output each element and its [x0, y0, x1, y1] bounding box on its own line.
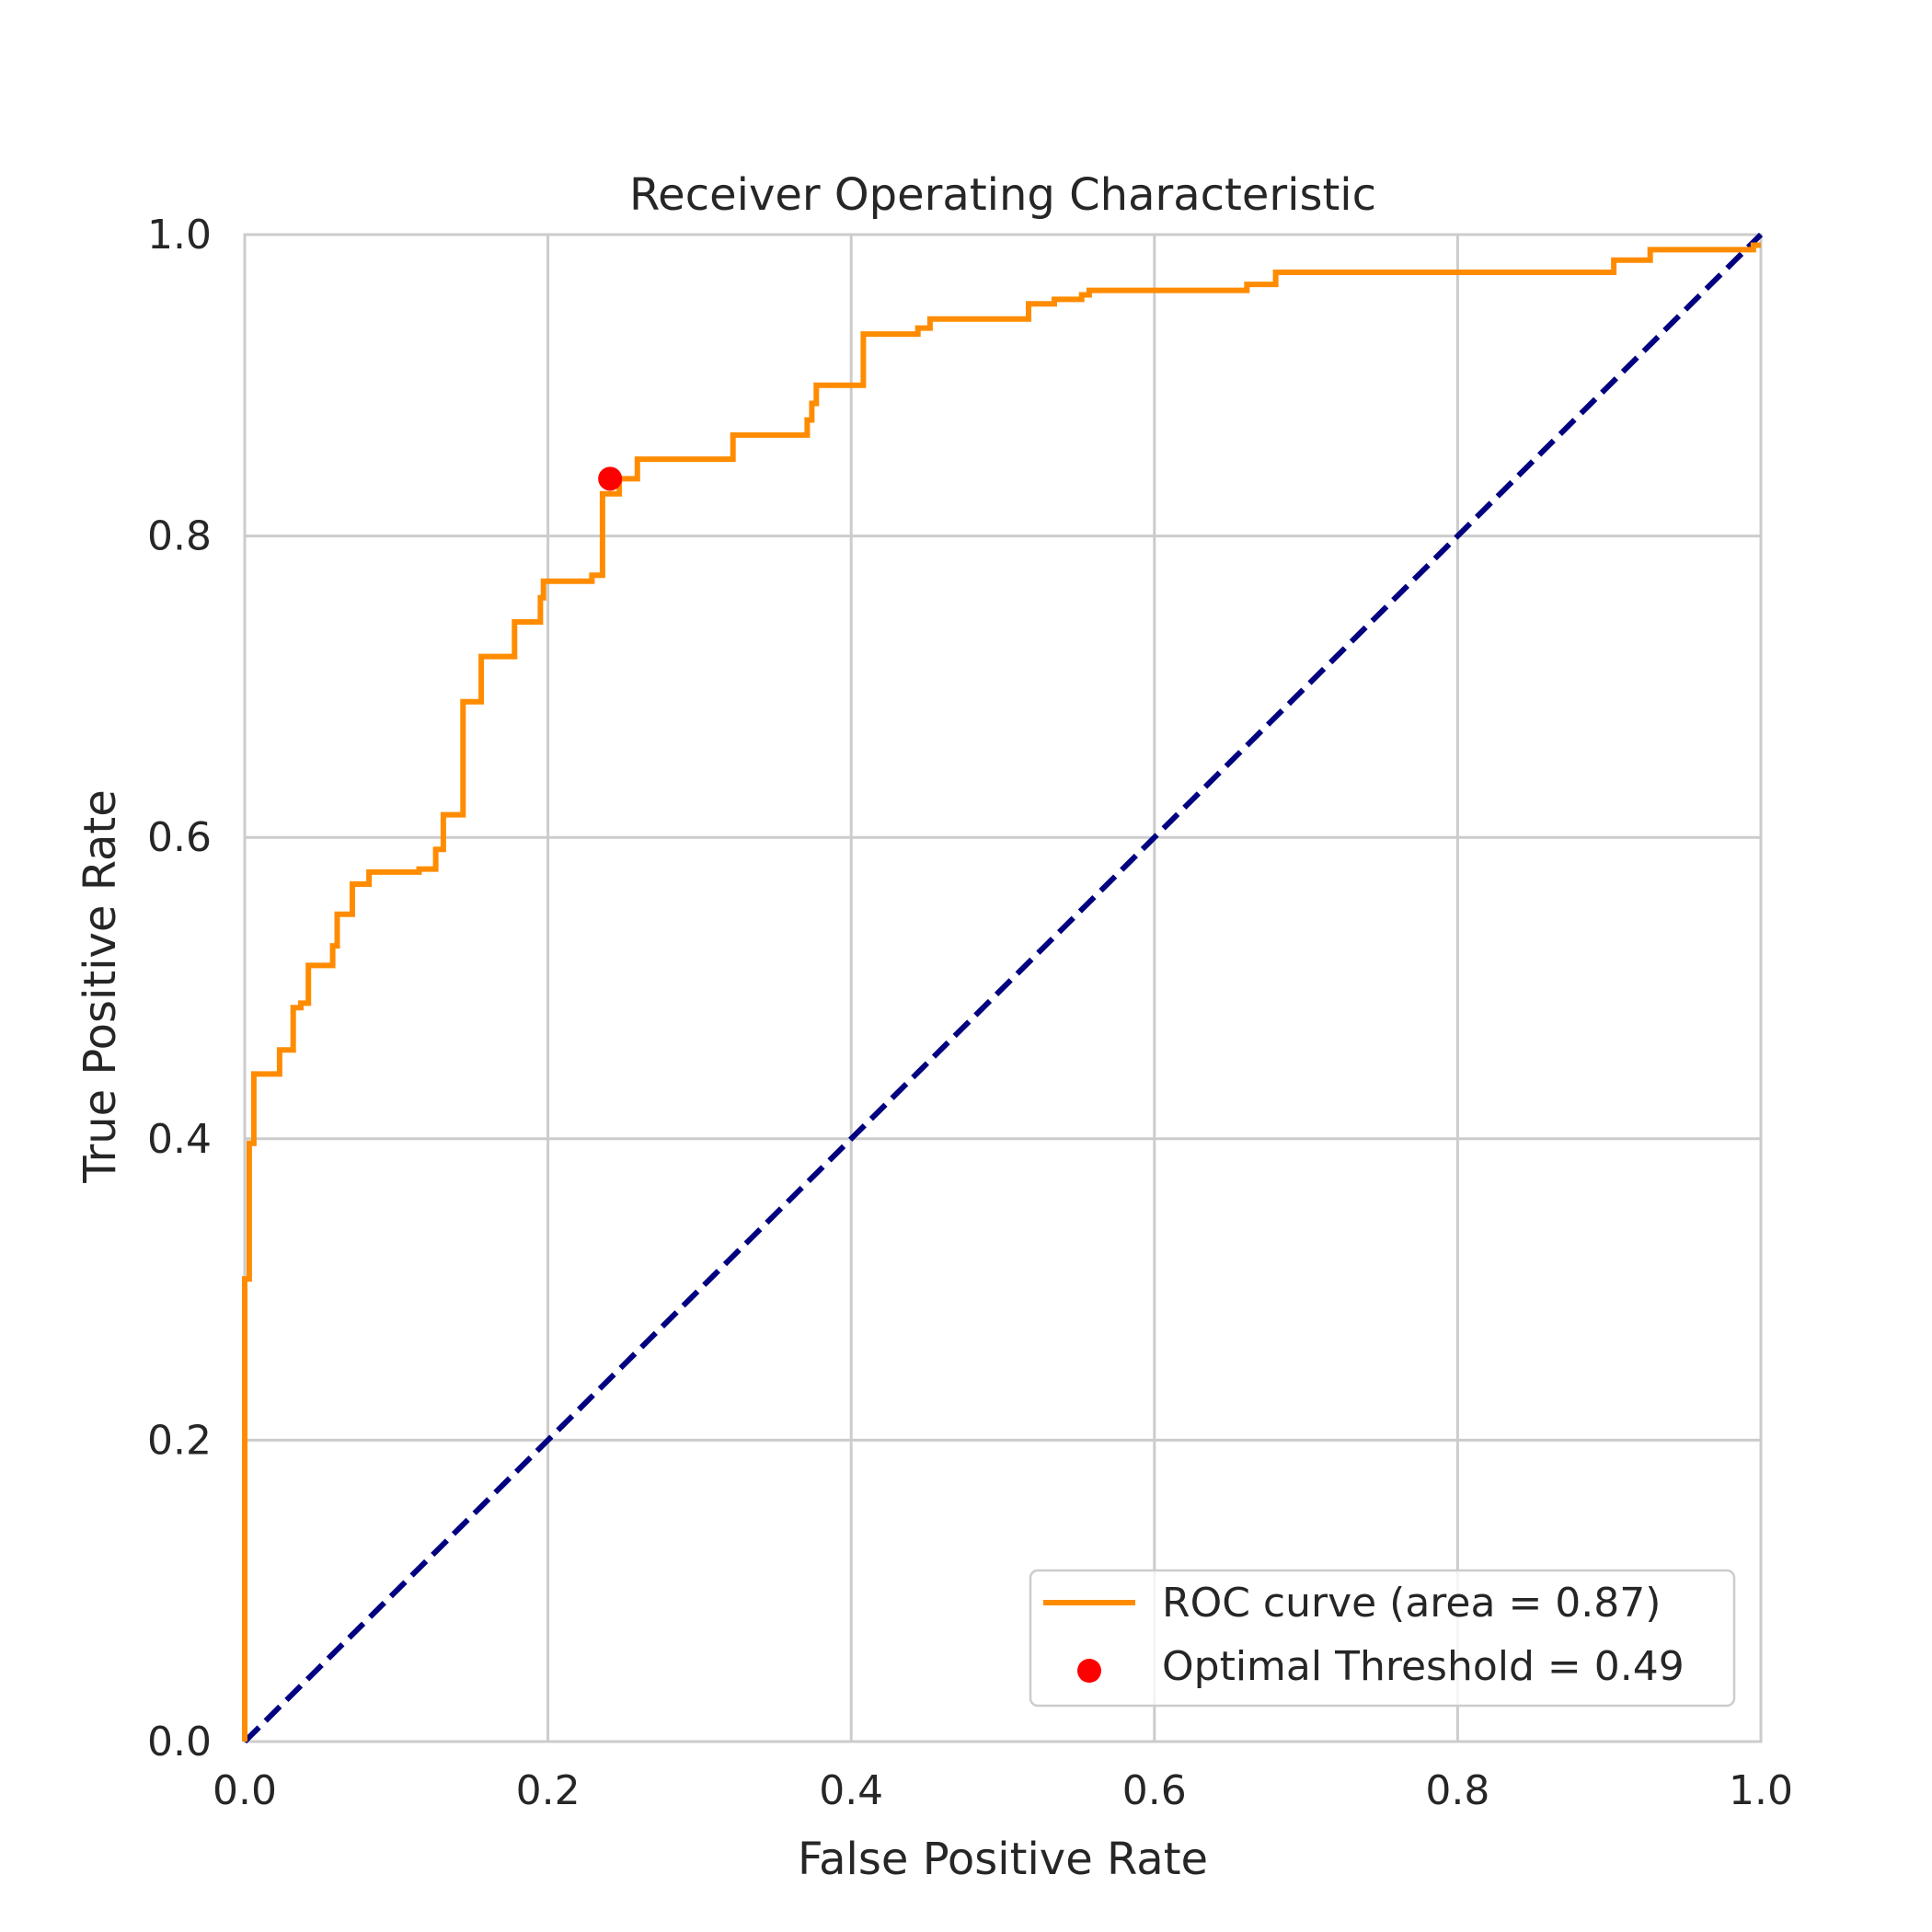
optimal-threshold-point — [598, 466, 623, 491]
y-tick-label: 0.2 — [147, 1417, 212, 1464]
legend: ROC curve (area = 0.87) Optimal Threshol… — [1029, 1569, 1736, 1708]
x-axis-label: False Positive Rate — [798, 1834, 1208, 1885]
legend-label-optimal: Optimal Threshold = 0.49 — [1162, 1643, 1685, 1690]
x-tick-label: 0.4 — [819, 1767, 883, 1814]
roc-curve-line — [242, 242, 1761, 1742]
y-tick-label: 0.4 — [147, 1116, 212, 1163]
x-tick-label: 0.0 — [213, 1767, 277, 1814]
series-layer — [242, 232, 1764, 1744]
x-tick-label: 0.2 — [516, 1767, 581, 1814]
y-tick-label: 0.6 — [147, 814, 212, 861]
y-tick-labels: 0.0 0.2 0.4 0.6 0.8 1.0 — [147, 212, 212, 1765]
x-tick-label: 0.8 — [1425, 1767, 1489, 1814]
x-tick-labels: 0.0 0.2 0.4 0.6 0.8 1.0 — [213, 1767, 1793, 1814]
y-tick-label: 0.8 — [147, 513, 212, 560]
y-tick-label: 1.0 — [147, 212, 212, 259]
grid-lines — [243, 233, 1763, 1743]
y-tick-label: 0.0 — [147, 1719, 212, 1765]
x-tick-label: 1.0 — [1729, 1767, 1793, 1814]
chance-diagonal-line — [242, 232, 1764, 1744]
y-axis-label: True Positive Rate — [75, 789, 126, 1184]
x-tick-label: 0.6 — [1122, 1767, 1187, 1814]
plot-frame — [243, 233, 1763, 1743]
legend-box — [1029, 1569, 1736, 1708]
chart-title: Receiver Operating Characteristic — [629, 169, 1376, 221]
legend-label-roc: ROC curve (area = 0.87) — [1162, 1580, 1661, 1627]
legend-swatch-optimal-dot — [1077, 1659, 1101, 1683]
